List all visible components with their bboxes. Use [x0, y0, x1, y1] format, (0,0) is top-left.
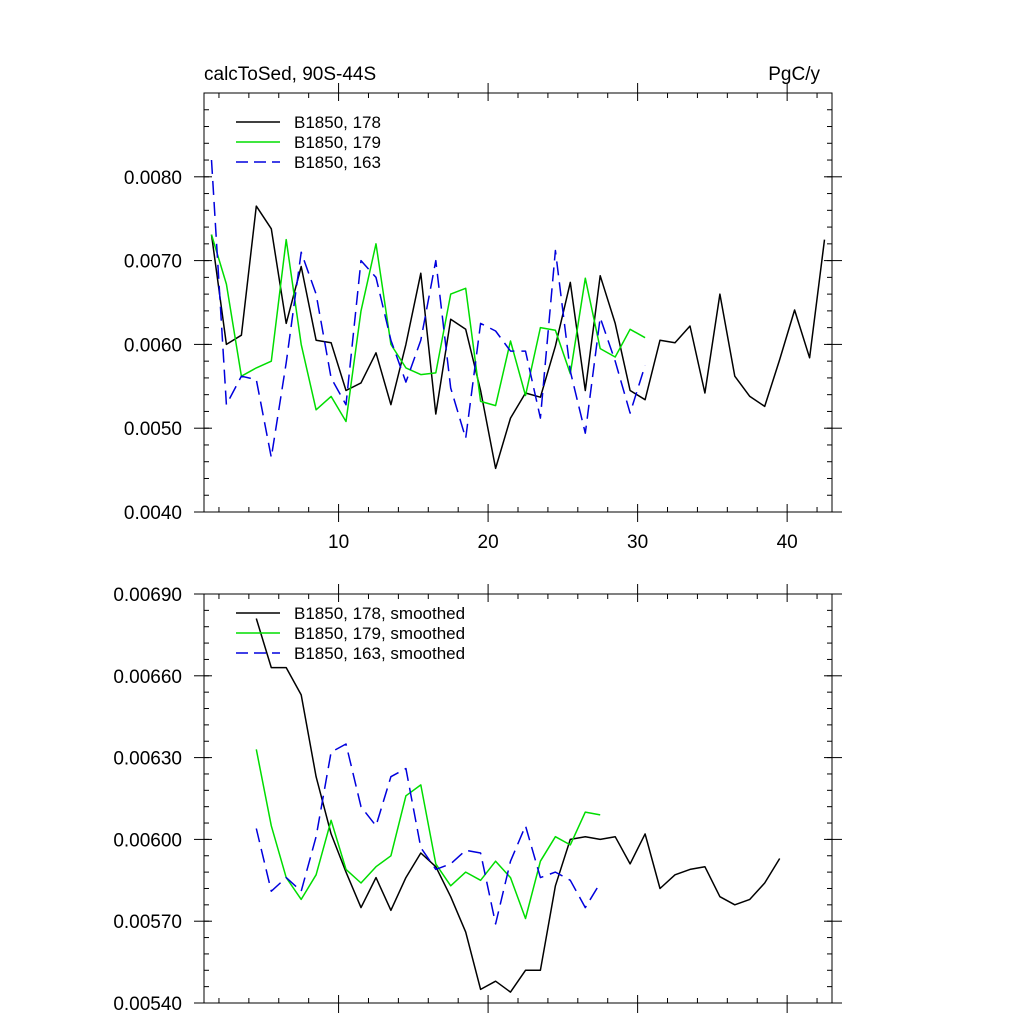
y-tick-label: 0.0070	[124, 252, 182, 273]
y-tick-label: 0.00600	[113, 830, 182, 851]
chart-title: calcToSed, 90S-44S	[204, 64, 376, 85]
legend-label: B1850, 163, smoothed	[294, 644, 465, 663]
y-tick-label: 0.0050	[124, 419, 182, 440]
series-line-3	[210, 159, 646, 459]
chart-units: PgC/y	[768, 64, 820, 85]
y-tick-label: 0.00630	[113, 749, 182, 770]
legend-label: B1850, 179, smoothed	[294, 624, 465, 643]
series-line-1	[210, 205, 826, 470]
series-line-2	[210, 234, 646, 423]
x-tick-label: 10	[328, 532, 349, 553]
legend-label: B1850, 179	[294, 133, 381, 152]
top-panel: 10 20 30 40 0.0040 0.0050 0.0060 0.0070 0.0080 ca…	[124, 64, 842, 553]
y-tick-label: 0.00540	[113, 994, 182, 1015]
y-tick-label: 0.00690	[113, 585, 182, 606]
x-tick-label: 20	[478, 532, 499, 553]
y-tick-label: 0.0060	[124, 335, 182, 356]
legend-label: B1850, 178, smoothed	[294, 604, 465, 623]
y-tick-label: 0.0080	[124, 168, 182, 189]
x-tick-label: 40	[777, 532, 798, 553]
series-line-3	[255, 743, 601, 925]
y-tick-label: 0.00570	[113, 912, 182, 933]
legend-label: B1850, 178	[294, 113, 381, 132]
legend-label: B1850, 163	[294, 153, 381, 172]
series-line-1	[255, 618, 781, 993]
y-tick-label: 0.0040	[124, 503, 182, 524]
series-line-2	[255, 749, 601, 920]
x-tick-label: 30	[627, 532, 648, 553]
y-tick-label: 0.00660	[113, 667, 182, 688]
bottom-panel: 0.00540 0.00570 0.00600 0.00630 0.00660 0.006…	[113, 584, 842, 1015]
